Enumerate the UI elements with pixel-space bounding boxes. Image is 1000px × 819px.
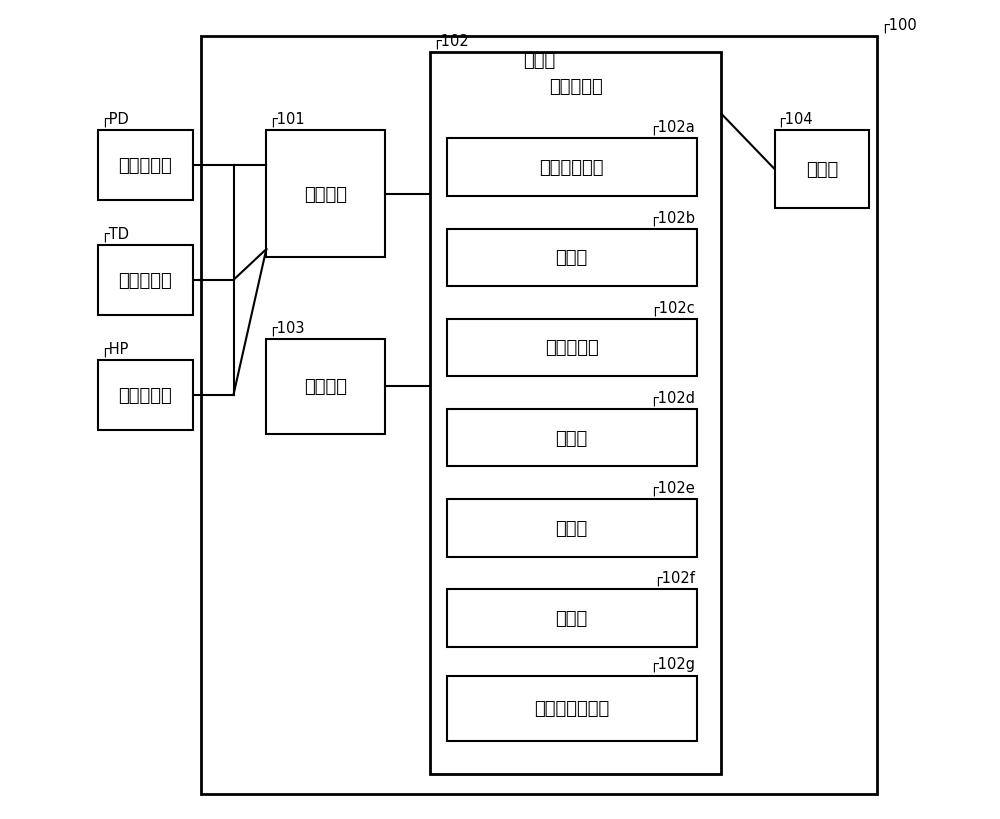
Bar <box>447 410 697 467</box>
Text: ┌102f: ┌102f <box>653 570 695 586</box>
Bar <box>447 676 697 741</box>
Bar <box>201 37 877 794</box>
Text: ┌PD: ┌PD <box>100 111 129 127</box>
Text: 工艺控制器: 工艺控制器 <box>549 78 603 96</box>
Text: ┌102d: ┌102d <box>649 390 695 405</box>
Text: 设定温度计算部: 设定温度计算部 <box>534 699 609 717</box>
Text: 警报部: 警报部 <box>556 519 588 537</box>
Bar <box>98 360 193 430</box>
Text: 加热器电源: 加热器电源 <box>118 387 172 404</box>
Bar <box>447 590 697 647</box>
Text: 用户接口: 用户接口 <box>304 378 347 396</box>
Bar <box>447 319 697 377</box>
Text: 加热器控制部: 加热器控制部 <box>540 159 604 177</box>
Text: 存储部: 存储部 <box>806 161 838 179</box>
Text: 参数计算部: 参数计算部 <box>545 339 599 357</box>
Bar <box>266 131 385 258</box>
Bar <box>447 139 697 197</box>
Text: ┌102b: ┌102b <box>649 210 695 225</box>
Text: ┌102a: ┌102a <box>649 120 695 135</box>
Text: 测量部: 测量部 <box>556 249 588 267</box>
Bar <box>447 500 697 557</box>
Bar <box>98 246 193 315</box>
Text: ┌103: ┌103 <box>268 320 304 336</box>
Bar <box>775 131 869 209</box>
Text: ┌TD: ┌TD <box>100 226 129 242</box>
Text: 温度测定器: 温度测定器 <box>118 272 172 289</box>
Text: ┌102c: ┌102c <box>650 300 695 315</box>
Bar <box>266 340 385 434</box>
Text: 控制部: 控制部 <box>523 52 555 70</box>
Text: ┌HP: ┌HP <box>100 341 128 356</box>
Text: 输出部: 输出部 <box>556 429 588 447</box>
Text: 变更部: 变更部 <box>556 609 588 627</box>
Text: ┌101: ┌101 <box>268 111 305 127</box>
Text: ┌102: ┌102 <box>432 34 469 49</box>
Text: ┌100: ┌100 <box>880 17 916 33</box>
Text: ┌102g: ┌102g <box>649 656 695 672</box>
Text: 外部接口: 外部接口 <box>304 186 347 203</box>
Bar <box>98 131 193 201</box>
Text: ┌104: ┌104 <box>776 111 813 127</box>
Bar <box>447 229 697 287</box>
Text: 电力检测器: 电力检测器 <box>118 157 172 174</box>
Text: ┌102e: ┌102e <box>649 480 695 495</box>
Bar <box>430 53 721 774</box>
